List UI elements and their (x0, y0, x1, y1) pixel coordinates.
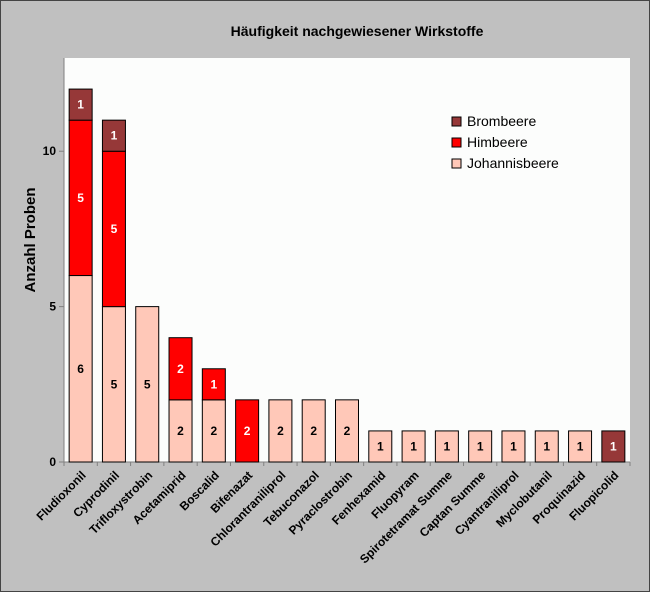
bar-johannisbeere (568, 430, 593, 463)
data-label: 1 (444, 439, 451, 453)
data-label: 1 (577, 439, 584, 453)
bar-johannisbeere (468, 430, 493, 463)
legend-label-himbeere: Himbeere (467, 134, 528, 150)
legend-swatch-johannisbeere (451, 158, 462, 169)
legend-swatch-brombeere (451, 116, 462, 127)
data-label: 2 (244, 424, 251, 438)
data-label: 1 (610, 439, 617, 453)
bar-johannisbeere (434, 430, 459, 463)
data-label: 1 (111, 129, 118, 143)
y-tick-label: 5 (49, 300, 56, 314)
bar-johannisbeere (268, 399, 293, 463)
data-label: 2 (210, 424, 217, 438)
legend-label-brombeere: Brombeere (467, 113, 536, 129)
bar-johannisbeere (534, 430, 559, 463)
data-label: 5 (77, 191, 84, 205)
data-label: 1 (477, 439, 484, 453)
data-label: 2 (177, 424, 184, 438)
legend-swatch-himbeere (451, 137, 462, 148)
bar-johannisbeere (335, 399, 359, 463)
bar-brombeere (601, 430, 626, 463)
data-label: 1 (510, 439, 517, 453)
bar-johannisbeere (368, 430, 393, 463)
data-label: 1 (543, 439, 550, 453)
data-label: 2 (277, 424, 284, 438)
y-tick-label: 10 (43, 144, 57, 158)
data-label: 2 (177, 362, 184, 376)
data-label: 1 (410, 439, 417, 453)
data-label: 2 (310, 424, 317, 438)
chart-title: Häufigkeit nachgewiesener Wirkstoffe (231, 23, 484, 39)
y-tick-label: 0 (49, 455, 56, 469)
legend-label-johannisbeere: Johannisbeere (467, 155, 559, 171)
bar-himbeere (168, 337, 193, 401)
data-label: 2 (344, 424, 351, 438)
data-label: 1 (77, 98, 84, 112)
bar-johannisbeere (135, 306, 160, 463)
data-label: 5 (111, 222, 118, 236)
data-label: 1 (210, 377, 217, 391)
bar-johannisbeere (401, 430, 426, 463)
bar-johannisbeere (501, 430, 526, 463)
bar-brombeere (68, 88, 93, 121)
data-label: 1 (377, 439, 384, 453)
y-axis-title: Anzahl Proben (22, 187, 39, 292)
bar-brombeere (101, 119, 126, 152)
data-label: 6 (77, 362, 84, 376)
bar-johannisbeere (301, 399, 326, 463)
data-label: 5 (111, 377, 118, 391)
data-label: 5 (144, 377, 151, 391)
bar-himbeere (201, 368, 226, 401)
bar-himbeere (235, 399, 260, 463)
